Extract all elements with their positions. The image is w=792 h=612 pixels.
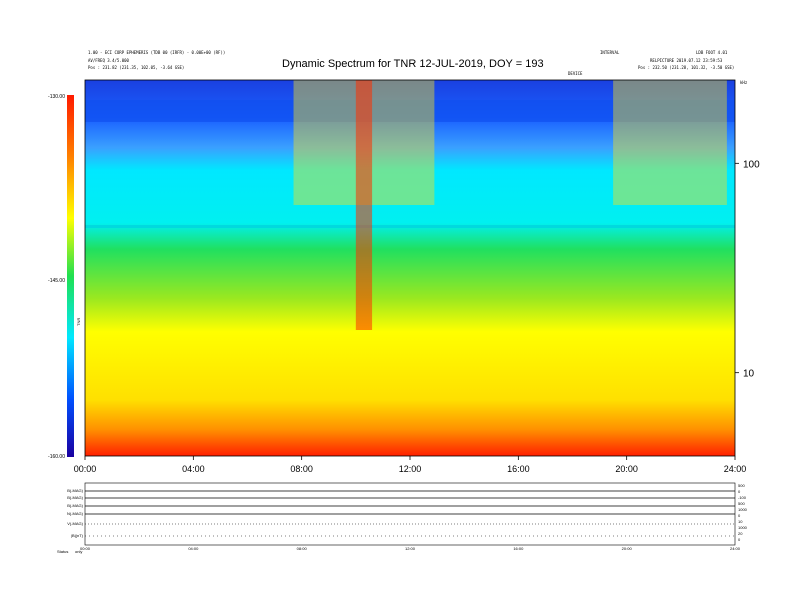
bottom-x-tick-label: 04:00 [188, 546, 199, 551]
bottom-row-label: V(-MAG) [67, 521, 83, 526]
colorbar-axis-label: TNR [76, 318, 81, 326]
y-tick-label: 100 [743, 159, 760, 170]
bottom-right-label: 1000 [738, 525, 748, 530]
x-tick-label: 24:00 [724, 464, 747, 474]
blue-band [85, 100, 735, 122]
x-axis-ticks: 00:00 04:00 08:00 12:00 16:00 20:00 24:00 [74, 456, 747, 474]
bottom-x-tick-label: 12:00 [405, 546, 416, 551]
colorbar: -130.00 -145.00 -160.00 TNR [48, 94, 81, 460]
x-tick-label: 00:00 [74, 464, 97, 474]
x-tick-label: 04:00 [182, 464, 205, 474]
header-info-right-3: Pos : 232.50 (231.28, 101.32, -3.50 GSE) [638, 65, 735, 70]
bottom-row-label: B(-MAG) [67, 503, 83, 508]
bottom-x-tick-label: 16:00 [513, 546, 524, 551]
burst-regions [293, 80, 727, 330]
bottom-right-label: 1000 [738, 507, 748, 512]
bottom-right-label: 0 [738, 513, 741, 518]
bottom-row-label: N(-MAG) [67, 511, 84, 516]
bottom-panel: B(-MAG) B(-MAG) B(-MAG) N(-MAG) V(-MAG) |B|(n… [57, 482, 748, 554]
cyan-line [85, 225, 735, 228]
bottom-x-tick-label: 08:00 [297, 546, 308, 551]
bottom-right-label: 500 [738, 483, 745, 488]
colorbar-label-mid: -145.00 [48, 278, 65, 284]
header-info-left-3: Pos : 231.82 (231.35, 102.05, -3.64 GSE) [88, 65, 185, 70]
bottom-right-label: 0 [738, 537, 741, 542]
status-label: Status [57, 549, 68, 554]
status-value: only [75, 549, 82, 554]
colorbar-label-bottom: -160.00 [48, 454, 65, 460]
bottom-x-tick-label: 24:00 [730, 546, 741, 551]
bottom-right-label: -100 [738, 495, 747, 500]
bottom-right-label: 10 [738, 519, 743, 524]
x-tick-label: 12:00 [399, 464, 422, 474]
bottom-x-tick-label: 20:00 [622, 546, 633, 551]
unit-label: kHz [740, 80, 748, 85]
x-tick-label: 20:00 [615, 464, 638, 474]
spectrogram-background [85, 80, 735, 456]
bottom-row-label: |B|(nT) [71, 533, 84, 538]
spectrogram: 00:00 04:00 08:00 12:00 16:00 20:00 24:00 1001… [74, 79, 760, 474]
header-info-left-2: AV/FREQ 3.4/5.000 [88, 58, 129, 63]
bottom-x-ticks: 00:00 04:00 08:00 12:00 16:00 20:00 24:00 [80, 546, 741, 551]
chart-title: Dynamic Spectrum for TNR 12-JUL-2019, DO… [282, 58, 544, 70]
bottom-right-label: 0 [738, 489, 741, 494]
bottom-row-label: B(-MAG) [67, 495, 83, 500]
burst-region [613, 80, 727, 205]
header-info-right-top-2: LDB FOOT 4.01 [696, 50, 728, 55]
header-info-left-1: 1.00 - ECI CORP EPHEMERIS (TDB 00 (IRFR)… [88, 50, 226, 55]
colorbar-gradient [67, 95, 74, 457]
header-info-right-2: RELPICTURE 2019.07.12 23:59:53 [650, 58, 723, 63]
header-info-right-top-1: INTERVAL [600, 50, 620, 55]
bottom-x-tick-label: 00:00 [80, 546, 91, 551]
y-axis-ticks: 100 10 [735, 159, 760, 380]
burst-region [355, 80, 373, 330]
x-tick-label: 16:00 [507, 464, 530, 474]
colorbar-label-top: -130.00 [48, 94, 65, 100]
bottom-right-label: 20 [738, 531, 743, 536]
bottom-right-label: 500 [738, 501, 745, 506]
bottom-row-label: B(-MAG) [67, 488, 83, 493]
device-label: DEVICE [568, 71, 583, 76]
y-tick-label: 10 [743, 369, 755, 380]
x-tick-label: 08:00 [290, 464, 313, 474]
bottom-row-labels: B(-MAG) B(-MAG) B(-MAG) N(-MAG) V(-MAG) |B|(n… [67, 488, 84, 538]
